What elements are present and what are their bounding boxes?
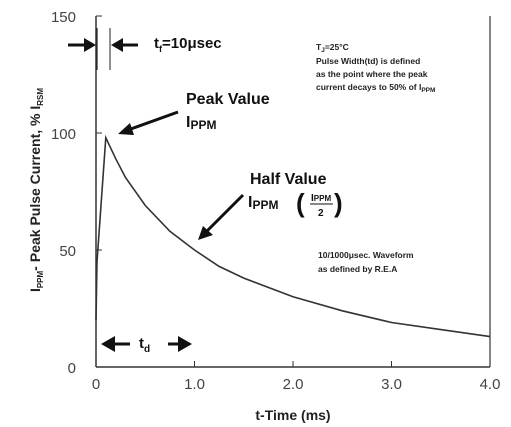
td-arrow-right (168, 336, 192, 352)
peak-value-ippm: IPPM (186, 114, 216, 132)
waveform-line-2: as defined by R.E.A (318, 264, 397, 274)
tf-arrow-right (111, 38, 138, 52)
series-line (96, 138, 490, 337)
peak-value-label: Peak Value (186, 91, 270, 108)
peak-ippm-sub: PPM (190, 118, 216, 132)
y-tick-label: 50 (59, 243, 76, 260)
half-paren-left: ( (296, 188, 305, 218)
tf-arrow-left (68, 38, 96, 52)
x-tick-label: 0 (92, 376, 100, 393)
y-axis-label: IPPM-Peak Pulse Current, % IRSM (27, 88, 45, 292)
half-ippm-sub: PPM (252, 198, 278, 212)
y-axis-label-main: Peak Pulse Current, % I (27, 106, 43, 262)
y-axis-label-rsm: RSM (36, 88, 45, 106)
y-tick-label: 150 (51, 9, 76, 26)
half-frac-den: 2 (318, 208, 324, 219)
x-tick-label: 4.0 (480, 376, 501, 393)
y-tick-label: 100 (51, 126, 76, 143)
td-label: td (139, 335, 150, 355)
half-value-ippm: IPPM (248, 194, 278, 212)
peak-arrow (118, 112, 178, 135)
y-tick-label: 0 (68, 360, 76, 377)
tj-label: TJ=25°C (316, 42, 349, 54)
note-line-3: current decays to 50% of IPPM (316, 82, 435, 94)
x-axis-label: t-Time (ms) (255, 407, 330, 423)
tf-label: tf=10μsec (154, 35, 222, 54)
x-tick-label: 2.0 (283, 376, 304, 393)
x-tick-label: 3.0 (381, 376, 402, 393)
x-tick-label: 1.0 (184, 376, 205, 393)
tf-label-rest: =10μsec (162, 35, 222, 52)
waveform-line-1: 10/1000μsec. Waveform (318, 250, 414, 260)
y-ticks: 0 50 100 150 (51, 9, 102, 377)
half-value-label: Half Value (250, 171, 327, 188)
y-axis-label-dash: - (27, 266, 43, 271)
half-fraction: ( IPPM 2 ) (296, 188, 343, 219)
note-line-1: Pulse Width(td) is defined (316, 56, 420, 66)
td-arrow-left (101, 336, 130, 352)
note-line-2: as the point where the peak (316, 69, 428, 79)
half-paren-right: ) (334, 188, 343, 218)
y-axis-label-ppm: PPM (36, 270, 45, 288)
half-frac-num: IPPM (311, 193, 331, 204)
x-ticks: 0 1.0 2.0 3.0 4.0 (92, 361, 501, 393)
half-arrow (198, 195, 243, 240)
